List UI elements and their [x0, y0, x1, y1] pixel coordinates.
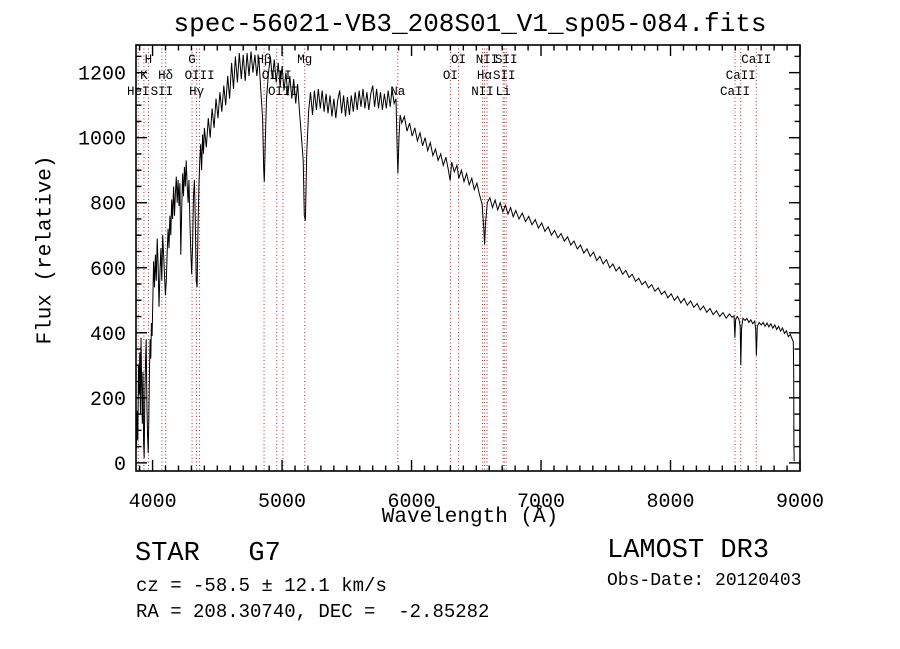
spectral-line-label: OIII	[268, 85, 298, 99]
spectral-line-label: SII	[495, 53, 518, 67]
spectral-line-label: NII	[476, 53, 499, 67]
survey-label: LAMOST DR3	[607, 536, 770, 566]
plot-title: spec-56021-VB3_208S01_V1_sp05-084.fits	[173, 9, 767, 39]
x-tick-label: 7000	[517, 491, 565, 514]
spectral-line-label: OI	[443, 69, 458, 83]
spectral-line-label: H	[145, 53, 153, 67]
x-tick-label: 6000	[388, 491, 436, 514]
spectral-line-label: Hγ	[189, 85, 205, 99]
spectral-line-label: Hβ	[257, 53, 272, 67]
cz-label: cz = -58.5 ± 12.1 km/s	[136, 575, 387, 597]
y-tick-label: 1000	[78, 129, 126, 152]
spectral-line-label: Li	[496, 85, 511, 99]
spectral-line-label: Mg	[297, 53, 312, 67]
y-tick-label: 0	[114, 454, 126, 477]
spectral-line-label: Na	[390, 85, 406, 99]
x-tick-label: 4000	[129, 491, 177, 514]
x-tick-label: 8000	[647, 491, 695, 514]
spectrum-trace	[136, 51, 795, 462]
spectral-line-label: G	[188, 53, 196, 67]
y-tick-label: 1200	[78, 64, 126, 87]
spectral-line-label: HeI	[127, 85, 150, 99]
y-tick-label: 200	[90, 389, 126, 412]
spectral-line-label: CaII	[741, 53, 771, 67]
spectral-line-label: Hδ	[158, 69, 173, 83]
radec-label: RA = 208.30740, DEC = -2.85282	[136, 601, 490, 623]
spectral-line-label: NII	[471, 85, 494, 99]
y-tick-label: 400	[90, 324, 126, 347]
y-axis-title: Flux (relative)	[34, 155, 58, 345]
y-tick-label: 600	[90, 259, 126, 282]
object-class-label: STAR G7	[135, 539, 281, 569]
obs-date-label: Obs-Date: 20120403	[607, 571, 802, 591]
spectral-line-label: K	[140, 69, 148, 83]
x-tick-label: 9000	[776, 491, 824, 514]
spectral-line-label: SII	[151, 85, 174, 99]
spectral-line-label: CaII	[726, 69, 756, 83]
x-axis-title: Wavelength (Å)	[381, 506, 559, 529]
x-tick-label: 5000	[258, 491, 306, 514]
spectral-line-label: OIII	[185, 69, 215, 83]
spectral-line-label: OIII	[262, 69, 292, 83]
spectral-line-label: Hα	[477, 69, 493, 83]
spectral-line-label: OI	[451, 53, 466, 67]
spectral-line-label: CaII	[720, 85, 750, 99]
plot-frame	[135, 44, 801, 472]
spectral-line-label: SII	[493, 69, 516, 83]
y-tick-label: 800	[90, 194, 126, 217]
